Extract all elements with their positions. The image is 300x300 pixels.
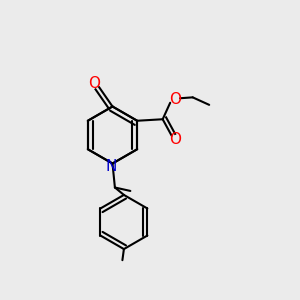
Text: N: N <box>105 159 117 174</box>
Text: O: O <box>169 132 181 147</box>
Text: O: O <box>88 76 101 92</box>
Text: O: O <box>169 92 181 106</box>
